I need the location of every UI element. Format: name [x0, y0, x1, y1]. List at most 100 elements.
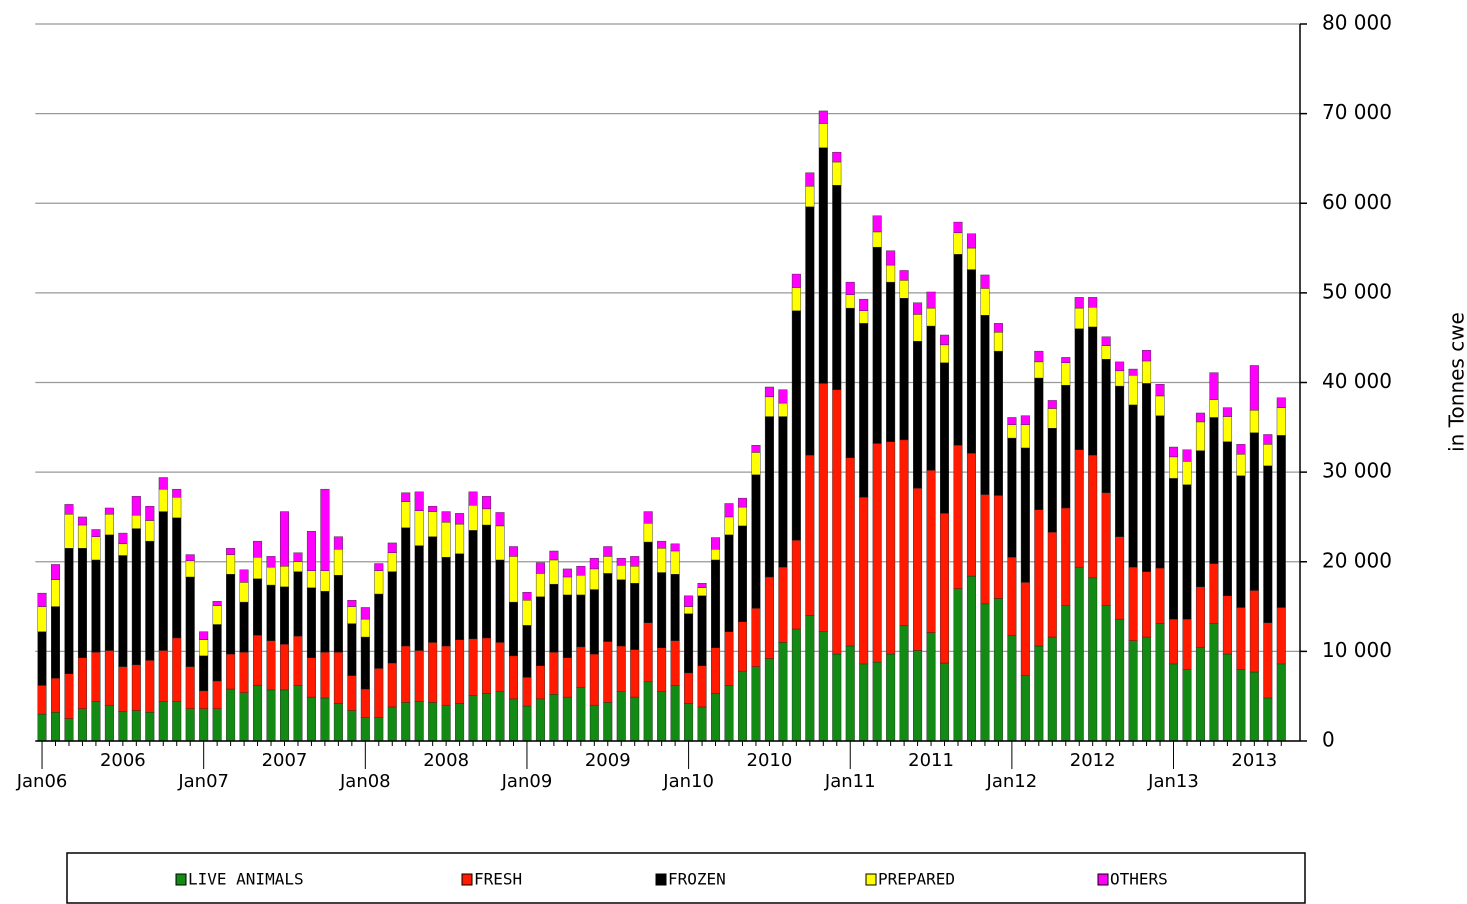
bar-segment: [643, 541, 653, 623]
bar-segment: [1128, 640, 1138, 742]
x-tick-label: Jan12: [986, 771, 1038, 792]
bar-segment: [1155, 567, 1165, 624]
bar-segment: [77, 548, 87, 658]
bar-segment: [643, 511, 653, 524]
bar-segment: [131, 496, 141, 516]
bar-segment: [643, 523, 653, 543]
bar-segment: [913, 302, 923, 315]
bar-segment: [239, 569, 249, 583]
bar-segment: [1169, 446, 1179, 458]
bar-segment: [859, 323, 869, 498]
legend-swatch: [865, 873, 877, 886]
bar-segment: [764, 386, 774, 398]
bar-segment: [1155, 384, 1165, 397]
bar-segment: [1101, 358, 1111, 493]
bar-segment: [401, 501, 411, 528]
bar-segment: [845, 294, 855, 309]
bar-segment: [805, 615, 815, 742]
bar-segment: [737, 506, 747, 527]
bar-segment: [1115, 370, 1125, 387]
bar-segment: [266, 640, 276, 691]
bar-segment: [1007, 557, 1017, 636]
bar-segment: [360, 618, 370, 638]
bar-segment: [886, 441, 896, 655]
bar-segment: [77, 516, 87, 526]
bar-segment: [387, 542, 397, 553]
bar-segment: [953, 232, 963, 255]
bar-segment: [724, 516, 734, 536]
bar-segment: [549, 550, 559, 561]
bar-segment: [468, 491, 478, 506]
bar-segment: [253, 540, 263, 558]
bar-segment: [306, 657, 316, 698]
bar-segment: [131, 514, 141, 529]
bar-segment: [239, 692, 249, 742]
legend-label: FRESH: [474, 870, 522, 889]
bar-segment: [172, 517, 182, 639]
bar-segment: [899, 280, 909, 299]
bar-segment: [468, 638, 478, 696]
legend-label: LIVE ANIMALS: [188, 870, 304, 889]
bar-segment: [1115, 536, 1125, 620]
bar-segment: [966, 269, 976, 454]
y-tick-label: 30 000: [1322, 459, 1392, 483]
bar-segment: [495, 559, 505, 643]
bar-segment: [64, 504, 74, 515]
bar-segment: [1034, 509, 1044, 647]
x-tick-label: Jan11: [824, 771, 876, 792]
bar-segment: [737, 621, 747, 672]
bar-segment: [279, 566, 289, 588]
bar-segment: [966, 453, 976, 577]
bar-segment: [1263, 444, 1273, 467]
bar-segment: [293, 561, 303, 572]
x-tick-label: 2013: [1231, 750, 1277, 771]
bar-segment: [1115, 618, 1125, 742]
bar-segment: [508, 601, 518, 657]
bar-segment: [832, 151, 842, 163]
bar-segment: [845, 307, 855, 458]
bar-segment: [266, 566, 276, 586]
bar-segment: [428, 642, 438, 703]
bar-segment: [684, 613, 694, 674]
bar-segment: [428, 536, 438, 643]
bar-segment: [1276, 663, 1286, 742]
bar-segment: [145, 505, 155, 521]
bar-segment: [347, 606, 357, 624]
bar-segment: [603, 702, 613, 742]
y-tick-label: 10 000: [1322, 638, 1392, 662]
bar-segment: [306, 587, 316, 658]
bar-segment: [374, 668, 384, 718]
bar-segment: [387, 706, 397, 742]
bar-segment: [913, 488, 923, 651]
bar-segment: [1061, 605, 1071, 742]
legend-label: FROZEN: [668, 870, 726, 889]
bar-segment: [711, 647, 721, 694]
bar-segment: [630, 649, 640, 698]
bar-segment: [791, 540, 801, 630]
bar-segment: [77, 524, 87, 549]
bar-segment: [239, 601, 249, 653]
bar-segment: [401, 645, 411, 703]
bar-segment: [589, 653, 599, 706]
bar-segment: [441, 522, 451, 558]
bar-segment: [1222, 653, 1232, 742]
bar-segment: [805, 454, 815, 616]
bar-segment: [37, 713, 47, 742]
bar-segment: [495, 642, 505, 692]
bar-segment: [266, 584, 276, 641]
bar-segment: [333, 652, 343, 704]
bar-segment: [603, 641, 613, 703]
bar-segment: [455, 553, 465, 640]
bar-segment: [212, 600, 222, 606]
bar-segment: [1128, 375, 1138, 406]
bar-segment: [172, 497, 182, 519]
bar-segment: [1047, 428, 1057, 533]
bar-segment: [253, 578, 263, 636]
bar-segment: [279, 586, 289, 645]
y-tick-label: 0: [1322, 728, 1335, 752]
bar-segment: [320, 591, 330, 653]
bar-segment: [172, 701, 182, 742]
legend-label: OTHERS: [1110, 870, 1168, 889]
bar-segment: [199, 655, 209, 692]
bar-segment: [1074, 297, 1084, 309]
